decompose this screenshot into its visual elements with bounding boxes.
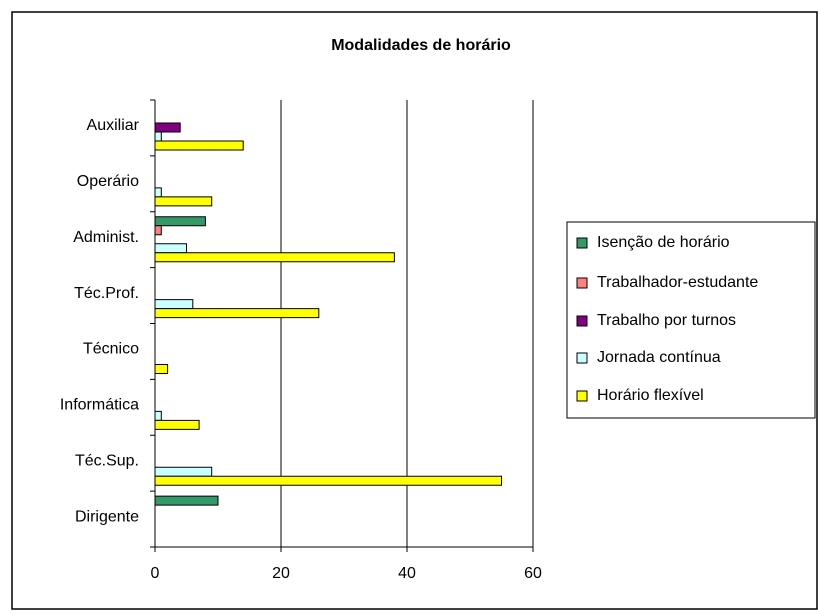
bar xyxy=(154,308,320,319)
legend-swatch xyxy=(576,390,588,402)
legend-label: Isenção de horário xyxy=(597,234,730,251)
bar xyxy=(154,410,162,421)
y-tick-label: Administ. xyxy=(73,229,139,246)
bar xyxy=(154,252,395,263)
bar xyxy=(154,495,219,506)
bar xyxy=(154,122,181,133)
bar xyxy=(154,466,213,477)
bar xyxy=(154,196,213,207)
bar xyxy=(154,187,162,198)
legend-box xyxy=(566,221,816,419)
y-tick-label: Téc.Sup. xyxy=(75,452,139,469)
x-tick-label: 0 xyxy=(151,565,160,582)
y-tick-label: Dirigente xyxy=(75,508,139,525)
legend-label: Trabalho por turnos xyxy=(597,312,736,329)
legend-label: Trabalhador-estudante xyxy=(597,274,758,291)
legend-swatch xyxy=(576,315,588,327)
bar xyxy=(154,131,162,142)
y-tick-label: Técnico xyxy=(83,341,139,358)
x-tick-label: 60 xyxy=(524,565,542,582)
legend-swatch xyxy=(576,277,588,289)
bar xyxy=(154,216,206,227)
chart-title: Modalidades de horário xyxy=(331,37,511,54)
legend-swatch xyxy=(576,237,588,249)
y-tick-label: Informática xyxy=(60,397,139,414)
x-tick-label: 40 xyxy=(398,565,416,582)
x-tick-label: 20 xyxy=(272,565,290,582)
bar xyxy=(154,419,200,430)
bar xyxy=(154,475,502,486)
legend-swatch xyxy=(576,352,588,364)
bar xyxy=(154,140,244,151)
y-tick-label: Operário xyxy=(77,173,139,190)
y-tick-label: Téc.Prof. xyxy=(74,285,139,302)
bar xyxy=(154,364,169,374)
bar xyxy=(154,243,187,254)
legend-label: Horário flexível xyxy=(597,387,704,404)
y-tick-label: Auxiliar xyxy=(87,117,140,134)
bar xyxy=(154,225,162,236)
bar xyxy=(154,299,194,310)
legend-label: Jornada contínua xyxy=(597,349,721,366)
